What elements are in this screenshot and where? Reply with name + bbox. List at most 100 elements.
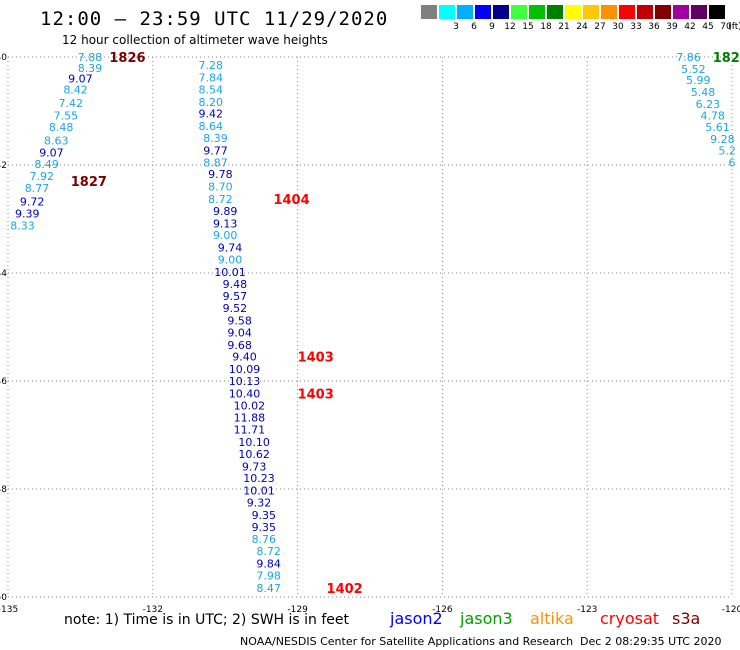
- wave-height-label: 5.2: [718, 144, 736, 157]
- wave-height-label: 9.35: [252, 509, 277, 522]
- y-tick-label: -46: [0, 377, 7, 387]
- wave-height-label: 10.62: [238, 448, 270, 461]
- pass-time-label: 1403: [298, 387, 334, 402]
- legend-swatch: [601, 5, 617, 19]
- legend-swatch: [493, 5, 509, 19]
- wave-height-label: 8.87: [203, 156, 228, 169]
- legend-swatch: [547, 5, 563, 19]
- wave-height-label: 7.88: [78, 51, 103, 64]
- wave-height-label: 8.70: [208, 181, 233, 194]
- y-tick-label: -42: [0, 161, 7, 171]
- wave-height-label: 10.40: [229, 387, 261, 400]
- satellite-altika: altika: [530, 609, 574, 628]
- wave-height-label: 9.04: [227, 326, 252, 339]
- legend-swatch: [421, 5, 437, 19]
- credit-line: NOAA/NESDIS Center for Satellite Applica…: [240, 635, 574, 648]
- wave-height-label: 8.39: [203, 132, 228, 145]
- legend-swatch: [655, 5, 671, 19]
- wave-height-label: 8.42: [63, 83, 88, 96]
- wave-height-label: 8.77: [25, 182, 50, 195]
- pass-time-label: 1403: [298, 351, 334, 366]
- wave-height-label: 6.23: [696, 98, 721, 111]
- x-tick-label: -129: [287, 605, 308, 615]
- wave-height-label: 7.86: [676, 51, 701, 64]
- wave-height-label: 9.07: [68, 73, 93, 86]
- wave-height-label: 9.39: [15, 208, 40, 221]
- x-tick-label: -132: [143, 605, 163, 615]
- legend-label: 18: [540, 22, 552, 32]
- legend-label: 24: [576, 22, 588, 32]
- x-tick-label: -126: [432, 605, 453, 615]
- legend-swatch: [511, 5, 527, 19]
- legend-label: 36: [648, 22, 660, 32]
- legend-swatch: [709, 5, 725, 19]
- footer-note: note: 1) Time is in UTC; 2) SWH is in fe…: [64, 612, 350, 628]
- wave-height-label: 10.10: [238, 436, 270, 449]
- wave-height-label: 9.72: [20, 196, 45, 209]
- wave-height-label: 9.77: [203, 144, 228, 157]
- wave-height-label: 9.32: [247, 497, 272, 510]
- wave-height-label: 8.48: [49, 121, 74, 134]
- wave-height-label: 9.07: [39, 147, 64, 160]
- wave-height-label: 9.68: [227, 339, 252, 352]
- wave-height-label: 4.78: [700, 109, 725, 122]
- wave-height-label: 5.52: [681, 63, 706, 76]
- y-tick-label: -44: [0, 269, 7, 279]
- wave-height-label: 8.76: [252, 533, 277, 546]
- pass-time-label: 1826: [109, 51, 145, 66]
- x-tick-label: -135: [0, 605, 18, 615]
- wave-height-label: 9.42: [198, 108, 223, 121]
- wave-height-label: 9.52: [223, 302, 248, 315]
- pass-time-label: 1402: [327, 582, 363, 597]
- legend-label: 12: [504, 22, 516, 32]
- satellite-s3a: s3a: [672, 609, 701, 628]
- wave-height-label: 9.89: [213, 205, 238, 218]
- wave-height-label: 11.88: [234, 412, 266, 425]
- wave-height-label: 10.13: [229, 375, 261, 388]
- legend-swatch: [619, 5, 635, 19]
- legend-swatch: [637, 5, 653, 19]
- wave-height-label: 8.63: [44, 135, 69, 148]
- legend-swatch: [673, 5, 689, 19]
- satellite-jason3: jason3: [460, 609, 513, 628]
- legend-swatch: [691, 5, 707, 19]
- wave-height-label: 8.20: [198, 96, 223, 109]
- wave-height-label: 7.92: [30, 170, 55, 183]
- wave-height-label: 8.33: [10, 219, 35, 232]
- x-tick-label: -120: [722, 605, 740, 615]
- wave-height-label: 9.57: [223, 290, 248, 303]
- legend-swatch: [475, 5, 491, 19]
- x-tick-label: -123: [577, 605, 597, 615]
- legend-label: 3: [453, 22, 459, 32]
- wave-height-label: 7.84: [198, 72, 223, 85]
- legend-unit: (ft): [728, 22, 740, 32]
- wave-height-label: 5.61: [705, 121, 730, 134]
- wave-height-label: 9.84: [256, 558, 281, 571]
- wave-height-label: 8.49: [34, 158, 59, 171]
- wave-height-label: 7.42: [58, 97, 83, 110]
- legend-label: 30: [612, 22, 624, 32]
- wave-height-label: 9.78: [208, 168, 233, 181]
- y-tick-label: -50: [0, 593, 7, 603]
- wave-height-label: 9.40: [232, 351, 257, 364]
- wave-height-label: 9.00: [213, 229, 238, 242]
- wave-height-label: 8.54: [198, 83, 223, 96]
- wave-height-label: 9.35: [252, 521, 277, 534]
- wave-height-label: 9.28: [710, 133, 735, 146]
- legend-label: 39: [666, 22, 678, 32]
- wave-height-label: 8.47: [256, 582, 281, 595]
- legend-label: 45: [702, 22, 714, 32]
- wave-height-label: 10.23: [243, 472, 275, 485]
- wave-height-label: 5.48: [691, 86, 716, 99]
- legend-label: 9: [489, 22, 495, 32]
- wave-height-label: 9.74: [218, 242, 243, 255]
- legend-label: 6: [471, 22, 477, 32]
- wave-height-label: 7.28: [198, 59, 223, 72]
- wave-height-label: 10.01: [243, 485, 275, 498]
- page-title: 12:00 — 23:59 UTC 11/29/2020: [40, 8, 389, 30]
- wave-height-label: 8.72: [256, 545, 281, 558]
- wave-height-label: 10.02: [234, 399, 266, 412]
- legend-label: 27: [594, 22, 606, 32]
- legend-swatch: [529, 5, 545, 19]
